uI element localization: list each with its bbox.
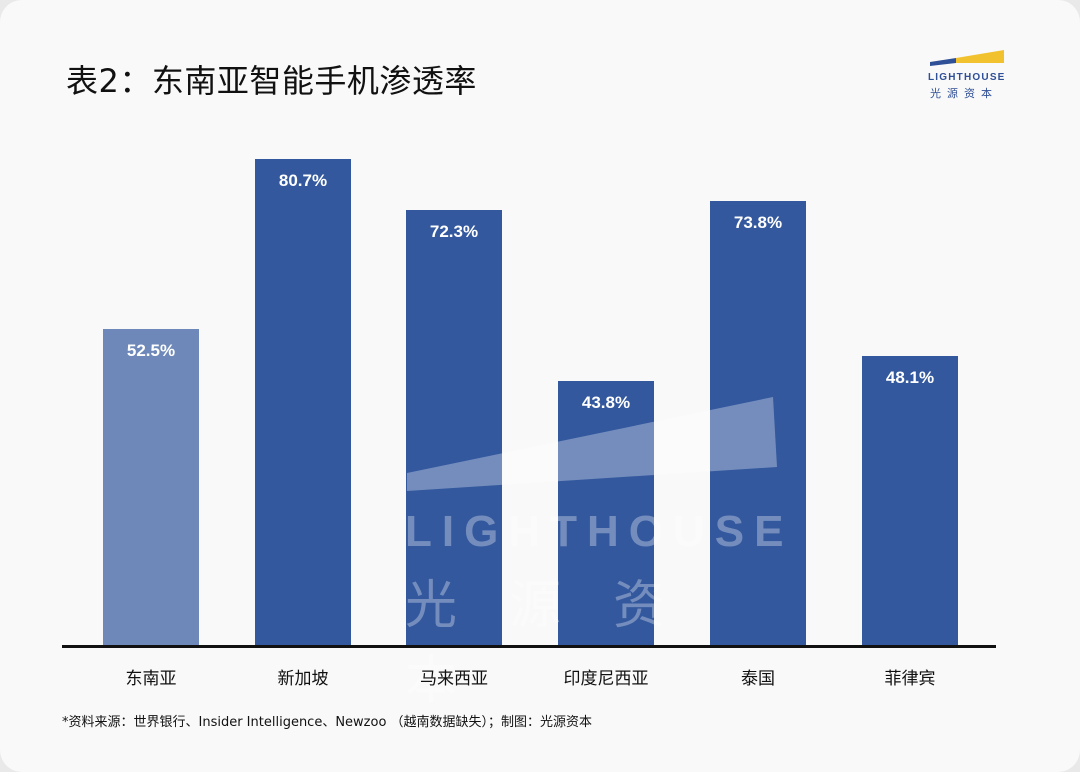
bar-indonesia: 43.8%	[558, 381, 654, 646]
bar-value-label: 73.8%	[733, 213, 783, 232]
bar-southeast-asia: 52.5%	[103, 329, 199, 646]
bar-malaysia: 72.3%	[406, 210, 502, 646]
bar-thailand: 73.8%	[710, 201, 806, 646]
x-tick-label: 印度尼西亚	[563, 669, 649, 689]
x-tick-label: 泰国	[741, 669, 775, 689]
x-tick-label: 新加坡	[277, 669, 329, 689]
x-tick-label: 马来西亚	[420, 669, 488, 689]
bar-value-label: 48.1%	[885, 368, 935, 387]
lighthouse-logo: LIGHTHOUSE 光源资本	[928, 50, 1008, 102]
bar-value-label: 72.3%	[429, 222, 479, 241]
logo-text-cn: 光源资本	[930, 87, 998, 100]
x-tick-label: 东南亚	[125, 669, 177, 689]
lighthouse-beam-icon	[930, 50, 1004, 66]
bar-value-label: 52.5%	[126, 341, 176, 360]
source-note: *资料来源：世界银行、Insider Intelligence、Newzoo （…	[62, 715, 593, 730]
chart-title: 表2：东南亚智能手机渗透率	[66, 62, 477, 100]
bar-philippines: 48.1%	[862, 356, 958, 646]
logo-text-en: LIGHTHOUSE	[928, 72, 1006, 83]
bar-value-label: 43.8%	[581, 393, 631, 412]
bar-value-label: 80.7%	[278, 171, 328, 190]
plot-area: 52.5% 80.7% 72.3% 43.8% 73.8% 48.1%	[62, 140, 996, 646]
bar-singapore: 80.7%	[255, 159, 351, 646]
x-axis-line	[62, 645, 996, 648]
x-tick-label: 菲律宾	[884, 669, 936, 689]
